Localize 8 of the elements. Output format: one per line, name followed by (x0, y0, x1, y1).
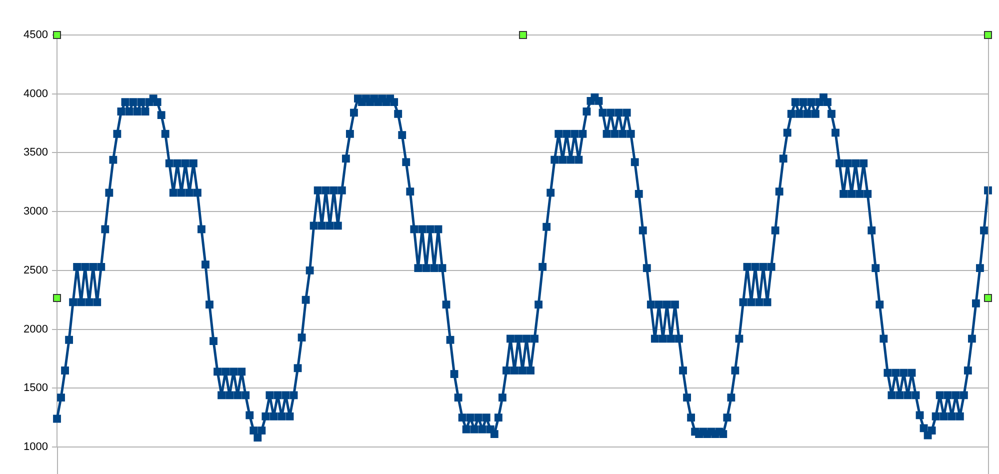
y-tick-label: 4000 (24, 88, 48, 100)
y-tick-label: 1000 (24, 441, 48, 454)
y-tick-label: 2000 (24, 323, 48, 336)
y-tick-label: 3500 (24, 146, 48, 159)
y-tick-label: 4500 (24, 29, 48, 42)
y-tick-label: 3000 (24, 206, 48, 218)
y-tick-label: 2500 (24, 264, 48, 276)
y-tick-label: 1500 (24, 382, 48, 394)
